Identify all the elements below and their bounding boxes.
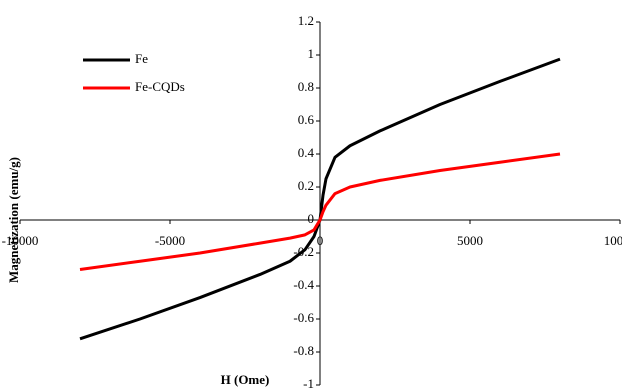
x-axis-title: H (Ome)	[221, 372, 270, 387]
x-tick-label: 5000	[457, 233, 483, 248]
y-tick-label: -1	[303, 376, 314, 391]
series-line	[79, 152, 561, 271]
y-tick-label: -0.8	[293, 343, 314, 358]
x-tick-label: -5000	[155, 233, 185, 248]
y-axis-title: Magnetization (emu/g)	[6, 157, 21, 283]
x-tick-label: -10000	[2, 233, 39, 248]
legend-label: Fe	[135, 51, 148, 66]
y-tick-label: 0	[308, 211, 315, 226]
y-tick-label: 0.6	[298, 112, 315, 127]
y-tick-label: -0.4	[293, 277, 314, 292]
y-tick-label: 1.2	[298, 13, 314, 28]
y-tick-label: 0.2	[298, 178, 314, 193]
legend-label: Fe-CQDs	[135, 79, 185, 94]
y-tick-label: 0.8	[298, 79, 314, 94]
x-tick-label: 10000	[604, 233, 622, 248]
y-tick-label: 0.4	[298, 145, 315, 160]
x-tick-label: 0	[317, 233, 324, 248]
y-tick-label: 1	[308, 46, 315, 61]
y-tick-label: -0.6	[293, 310, 314, 325]
